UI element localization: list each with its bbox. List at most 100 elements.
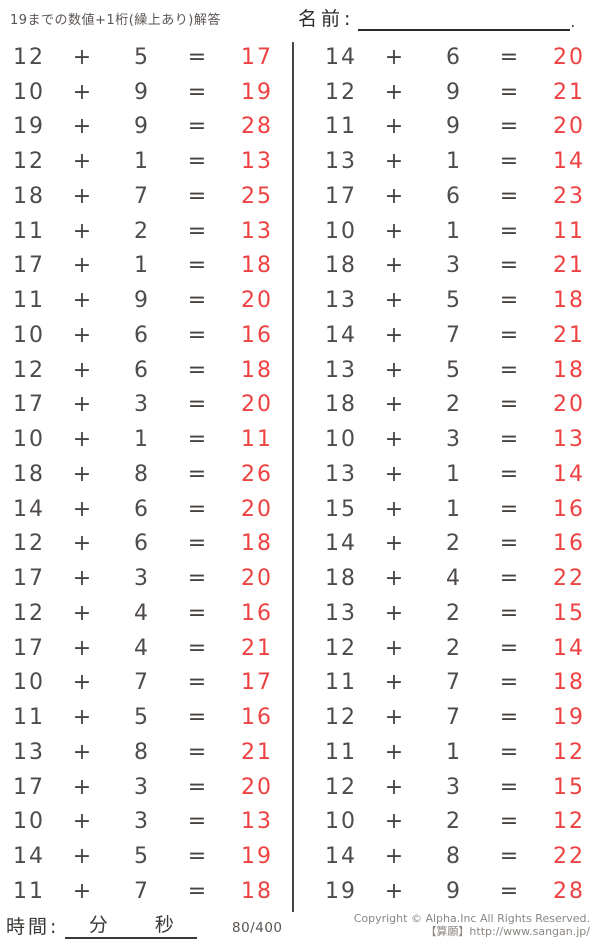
problem-row: 11 +5 = 16 [4, 700, 290, 735]
answer-value: 14 [553, 149, 585, 175]
operand-1: 17 [13, 635, 45, 661]
operand-1: 12 [325, 705, 357, 731]
problems-column-left: 12 +5 = 17 10 +9 = 19 19 +9 = 28 12 +1 = 13 18 +7 = 25 11 +2 =… [4, 40, 290, 909]
operand-2: 1 [134, 427, 150, 453]
plus-icon: + [72, 809, 94, 835]
answer-value: 20 [241, 496, 273, 522]
operand-2: 3 [134, 392, 150, 418]
equals-icon: = [187, 774, 209, 800]
operand-1: 12 [325, 79, 357, 105]
operand-2: 1 [446, 461, 462, 487]
operand-2: 7 [446, 670, 462, 696]
operand-1: 17 [13, 566, 45, 592]
answer-value: 16 [241, 322, 273, 348]
operand-1: 19 [325, 878, 357, 904]
equals-icon: = [187, 427, 209, 453]
equals-icon: = [499, 635, 521, 661]
problem-row: 18 +2 = 20 [316, 388, 600, 423]
operand-2: 2 [446, 809, 462, 835]
operand-1: 17 [325, 183, 357, 209]
equals-icon: = [187, 566, 209, 592]
problem-row: 14 +5 = 19 [4, 839, 290, 874]
equals-icon: = [187, 531, 209, 557]
operand-1: 18 [13, 183, 45, 209]
operand-1: 13 [325, 461, 357, 487]
equals-icon: = [499, 670, 521, 696]
operand-1: 15 [325, 496, 357, 522]
answer-value: 20 [553, 114, 585, 140]
problem-row: 11 +7 = 18 [316, 666, 600, 701]
operand-1: 12 [13, 44, 45, 70]
operand-2: 2 [446, 600, 462, 626]
plus-icon: + [384, 114, 406, 140]
seconds-label: 秒 [154, 914, 174, 936]
answer-value: 23 [553, 183, 585, 209]
equals-icon: = [499, 288, 521, 314]
equals-icon: = [499, 878, 521, 904]
equals-icon: = [187, 809, 209, 835]
problem-row: 13 +5 = 18 [316, 283, 600, 318]
plus-icon: + [72, 635, 94, 661]
time-underline: 分 秒 [65, 910, 198, 939]
problem-row: 18 +7 = 25 [4, 179, 290, 214]
operand-2: 5 [446, 357, 462, 383]
answer-value: 21 [241, 739, 273, 765]
problem-row: 14 +7 = 21 [316, 318, 600, 353]
operand-2: 3 [446, 774, 462, 800]
plus-icon: + [72, 531, 94, 557]
equals-icon: = [187, 844, 209, 870]
plus-icon: + [384, 566, 406, 592]
operand-2: 7 [446, 705, 462, 731]
operand-1: 11 [325, 670, 357, 696]
operand-2: 4 [134, 600, 150, 626]
operand-2: 1 [134, 149, 150, 175]
answer-value: 16 [553, 531, 585, 557]
plus-icon: + [384, 218, 406, 244]
problem-row: 14 +2 = 16 [316, 527, 600, 562]
name-label: 名前: [298, 8, 355, 30]
answer-value: 11 [241, 427, 273, 453]
equals-icon: = [499, 427, 521, 453]
plus-icon: + [72, 322, 94, 348]
plus-icon: + [72, 357, 94, 383]
answer-value: 20 [553, 392, 585, 418]
problem-row: 18 +8 = 26 [4, 457, 290, 492]
operand-1: 14 [325, 531, 357, 557]
operand-2: 1 [446, 739, 462, 765]
operand-1: 14 [13, 844, 45, 870]
answer-value: 18 [553, 288, 585, 314]
problem-row: 12 +4 = 16 [4, 596, 290, 631]
problem-row: 14 +6 = 20 [316, 40, 600, 75]
answer-value: 16 [553, 496, 585, 522]
plus-icon: + [72, 878, 94, 904]
operand-2: 1 [446, 149, 462, 175]
problem-row: 13 +8 = 21 [4, 735, 290, 770]
name-line-dot: . [570, 13, 576, 31]
problem-row: 18 +3 = 21 [316, 249, 600, 284]
operand-1: 18 [325, 392, 357, 418]
operand-2: 9 [134, 288, 150, 314]
plus-icon: + [384, 44, 406, 70]
worksheet-title: 19までの数値+1桁(繰上あり)解答 [10, 13, 221, 28]
answer-value: 21 [553, 79, 585, 105]
operand-2: 9 [446, 79, 462, 105]
plus-icon: + [384, 531, 406, 557]
operand-1: 11 [13, 705, 45, 731]
answer-value: 20 [241, 774, 273, 800]
plus-icon: + [384, 844, 406, 870]
equals-icon: = [499, 809, 521, 835]
answer-value: 21 [553, 322, 585, 348]
operand-2: 6 [446, 183, 462, 209]
equals-icon: = [499, 218, 521, 244]
operand-2: 1 [446, 496, 462, 522]
problem-row: 10 +3 = 13 [316, 422, 600, 457]
operand-2: 9 [446, 114, 462, 140]
plus-icon: + [384, 705, 406, 731]
problem-row: 12 +1 = 13 [4, 144, 290, 179]
equals-icon: = [187, 705, 209, 731]
problem-row: 13 +1 = 14 [316, 144, 600, 179]
operand-2: 6 [134, 322, 150, 348]
plus-icon: + [384, 600, 406, 626]
equals-icon: = [187, 739, 209, 765]
operand-2: 4 [446, 566, 462, 592]
